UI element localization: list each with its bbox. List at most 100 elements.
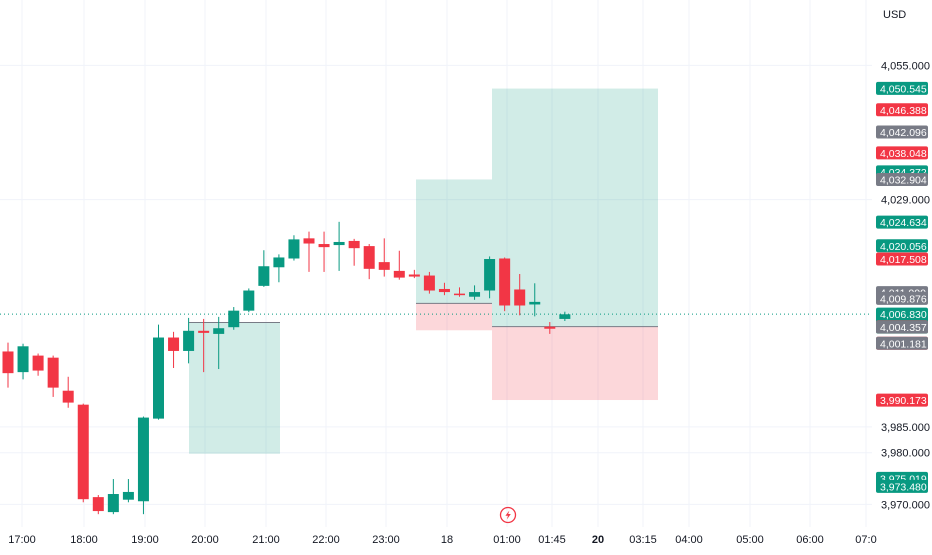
time-tick: 20:00 [191, 534, 219, 546]
candle [318, 231, 330, 272]
price-axis[interactable]: USD 4,055.000 4,029.000 3,985.000 3,980.000… [881, 9, 930, 511]
candle-body [153, 337, 164, 419]
candle [47, 355, 59, 397]
candle [408, 269, 420, 279]
price-badge: 4,042.096 [876, 125, 928, 139]
price-badge-text: 4,050.545 [880, 83, 927, 95]
candle [378, 238, 390, 277]
candle [32, 353, 44, 376]
time-tick: 06:00 [796, 534, 824, 546]
price-badge: 4,020.056 [876, 239, 928, 253]
candle-body [168, 337, 180, 351]
candle-body [318, 244, 330, 248]
price-badge: 4,050.545 [876, 81, 928, 95]
candle [423, 271, 435, 294]
price-badge-text: 4,024.634 [880, 217, 927, 229]
price-badge-text: 4,009.876 [880, 293, 927, 305]
candle-body [303, 238, 315, 244]
candle-body [499, 258, 511, 306]
time-tick: 01:00 [493, 534, 521, 546]
price-badge-text: 4,006.830 [880, 309, 927, 321]
candle [77, 403, 89, 503]
price-badge-bg [876, 146, 928, 160]
price-badge-bg [876, 239, 928, 253]
candle [333, 221, 345, 271]
time-tick: 23:00 [372, 534, 400, 546]
candle-body [514, 289, 526, 306]
price-badge: 4,017.508 [876, 252, 928, 266]
price-badge-text: 4,020.056 [880, 241, 927, 253]
time-tick: 01:45 [538, 534, 566, 546]
price-badge-bg [876, 291, 928, 305]
reward-zone [189, 322, 280, 454]
price-badge-text: 4,001.181 [880, 338, 927, 350]
candle [469, 285, 481, 300]
price-badge-bg [876, 172, 928, 186]
price-badge-bg [876, 252, 928, 266]
price-badge-text: 4,004.357 [880, 322, 927, 334]
position-zone[interactable] [416, 179, 492, 331]
candle [559, 311, 571, 321]
candle [168, 331, 180, 368]
candle [499, 257, 511, 312]
candle [17, 343, 29, 380]
risk-zone [416, 303, 492, 331]
candle [288, 235, 300, 261]
price-badge-text: 4,042.096 [880, 127, 927, 139]
price-badge-bg [876, 479, 928, 493]
price-badge-bg [876, 81, 928, 95]
position-zone[interactable] [189, 322, 280, 454]
position-zone[interactable] [492, 88, 658, 401]
candle [183, 317, 195, 364]
price-badge-text: 3,990.173 [880, 395, 927, 407]
candle-body [529, 301, 541, 305]
price-tick: 3,980.000 [881, 448, 930, 460]
currency-label: USD [883, 9, 906, 21]
price-badge-bg [876, 103, 928, 117]
candle [348, 238, 360, 266]
price-badge-text: 3,973.480 [880, 481, 927, 493]
price-badge-bg [876, 320, 928, 334]
candle [62, 376, 74, 408]
candle-body [423, 275, 435, 291]
time-tick: 17:00 [8, 534, 36, 546]
candle-body [122, 491, 134, 500]
candle-body [228, 310, 240, 328]
candle [454, 287, 465, 297]
candle-body [183, 330, 195, 351]
candle-body [2, 351, 14, 374]
price-badge-text: 4,046.388 [880, 105, 927, 117]
candle [137, 416, 149, 515]
candles [2, 221, 571, 515]
candle [258, 250, 270, 287]
candle-body [378, 262, 390, 270]
price-tick: 4,055.000 [881, 60, 930, 72]
time-tick: 21:00 [252, 534, 280, 546]
candle [153, 324, 164, 420]
position-zones[interactable] [189, 88, 658, 454]
flash-icon[interactable] [499, 506, 517, 524]
price-badge: 4,038.048 [876, 146, 928, 160]
candle-body [393, 270, 405, 278]
price-labels: 4,050.545 4,046.388 4,042.096 4,038.048 4,03… [876, 81, 928, 493]
candle-body [92, 497, 104, 512]
candle-body [137, 417, 149, 502]
candle-body [408, 274, 420, 277]
price-badge-bg [876, 336, 928, 350]
candle-body [243, 290, 255, 311]
candle-body [77, 404, 89, 500]
time-axis[interactable]: 17:00 18:00 19:00 20:00 21:00 22:00 23:00 18 01:… [8, 534, 876, 546]
candle-body [559, 314, 571, 319]
price-badge: 4,046.388 [876, 103, 928, 117]
candle [198, 318, 210, 373]
price-badge: 4,004.357 [876, 320, 928, 334]
candle-body [333, 241, 345, 246]
time-tick: 03:15 [629, 534, 657, 546]
candle [243, 288, 255, 313]
candle-body [288, 239, 300, 259]
candle [228, 307, 240, 330]
time-tick: 22:00 [312, 534, 340, 546]
price-badge-bg [876, 125, 928, 139]
